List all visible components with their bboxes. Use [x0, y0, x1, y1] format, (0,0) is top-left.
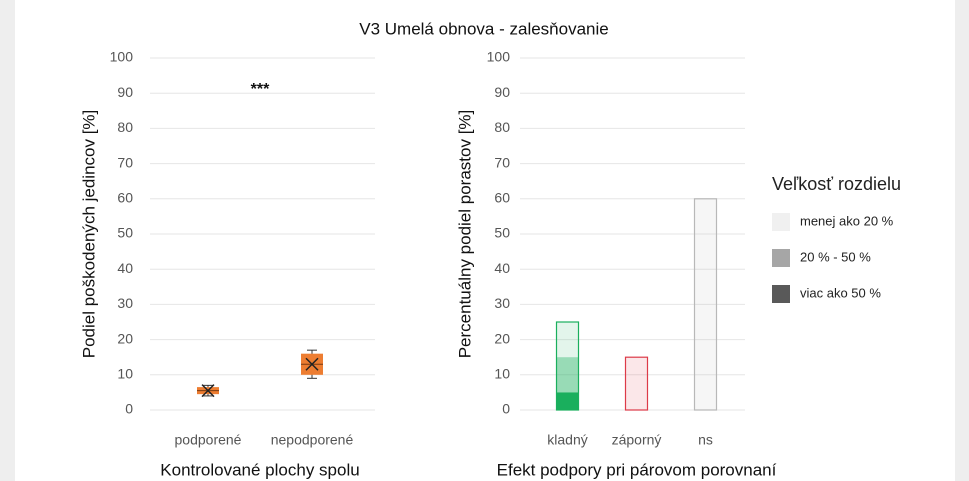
y-tick-label: 80	[117, 119, 133, 135]
x-axis-title: Kontrolované plochy spolu	[160, 460, 359, 479]
legend-swatch	[772, 285, 790, 303]
y-tick-label: 0	[502, 401, 510, 417]
legend-title: Veľkosť rozdielu	[772, 174, 901, 194]
x-axis-title: Efekt podpory pri párovom porovnaní	[497, 460, 777, 479]
legend-label: 20 % - 50 %	[800, 249, 871, 264]
y-tick-label: 0	[125, 401, 133, 417]
panel	[15, 0, 955, 481]
y-tick-label: 40	[494, 260, 510, 276]
y-axis-title: Percentuálny podiel porastov [%]	[455, 110, 474, 359]
bar-segment	[556, 322, 579, 358]
legend-swatch	[772, 213, 790, 231]
y-tick-label: 20	[494, 330, 510, 346]
y-tick-label: 60	[117, 190, 133, 206]
chart-title: V3 Umelá obnova - zalesňovanie	[359, 19, 608, 38]
y-tick-label: 40	[117, 260, 133, 276]
bar-outline	[624, 356, 649, 411]
y-tick-label: 50	[494, 225, 510, 241]
y-tick-label: 90	[117, 84, 133, 100]
y-tick-label: 30	[494, 295, 510, 311]
x-tick-label: záporný	[612, 432, 662, 448]
legend-swatch	[772, 249, 790, 267]
bar-segment	[694, 198, 717, 410]
mean-marker	[305, 357, 319, 371]
y-tick-label: 100	[110, 49, 134, 65]
x-tick-label: nepodporené	[271, 432, 354, 448]
legend-label: viac ako 50 %	[800, 285, 881, 300]
y-tick-label: 30	[117, 295, 133, 311]
x-tick-label: kladný	[547, 432, 587, 448]
legend-label: menej ako 20 %	[800, 213, 894, 228]
y-tick-label: 50	[117, 225, 133, 241]
y-tick-label: 10	[494, 366, 510, 382]
y-axis-title: Podiel poškodených jedincov [%]	[79, 110, 98, 359]
mean-marker	[201, 384, 215, 398]
y-tick-label: 90	[494, 84, 510, 100]
bar-segment	[625, 357, 648, 410]
x-tick-label: ns	[698, 432, 713, 448]
y-tick-label: 20	[117, 330, 133, 346]
y-tick-label: 70	[494, 154, 510, 170]
bar-outline	[693, 198, 718, 411]
y-tick-label: 80	[494, 119, 510, 135]
bar-segment	[556, 392, 579, 410]
x-tick-label: podporené	[175, 432, 242, 448]
y-tick-label: 60	[494, 190, 510, 206]
y-tick-label: 10	[117, 366, 133, 382]
bar-segment	[556, 357, 579, 393]
y-tick-label: 100	[487, 49, 511, 65]
bar-outline	[555, 321, 580, 411]
annotation: ***	[251, 81, 270, 98]
y-tick-label: 70	[117, 154, 133, 170]
